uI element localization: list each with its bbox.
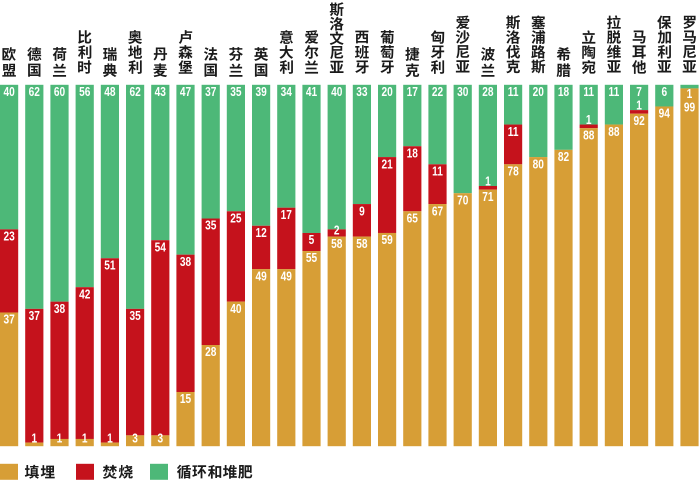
svg-text:34: 34 xyxy=(281,85,293,99)
svg-text:37: 37 xyxy=(3,313,14,327)
svg-text:17: 17 xyxy=(281,208,292,222)
svg-text:11: 11 xyxy=(432,164,443,178)
svg-text:11: 11 xyxy=(609,85,620,99)
svg-text:33: 33 xyxy=(356,85,368,99)
svg-text:35: 35 xyxy=(205,219,217,233)
svg-text:11: 11 xyxy=(583,85,594,99)
svg-text:54: 54 xyxy=(155,240,167,254)
svg-text:99: 99 xyxy=(684,100,696,114)
svg-text:80: 80 xyxy=(533,157,544,171)
svg-text:22: 22 xyxy=(432,85,444,99)
svg-text:37: 37 xyxy=(29,309,40,323)
svg-text:47: 47 xyxy=(180,85,191,99)
svg-text:20: 20 xyxy=(533,85,544,99)
svg-text:20: 20 xyxy=(381,85,392,99)
svg-text:58: 58 xyxy=(356,237,368,251)
svg-text:59: 59 xyxy=(381,233,393,247)
svg-text:18: 18 xyxy=(407,146,419,160)
svg-text:65: 65 xyxy=(407,211,419,225)
svg-text:28: 28 xyxy=(482,85,494,99)
svg-text:1: 1 xyxy=(485,174,491,188)
svg-text:40: 40 xyxy=(230,302,241,316)
svg-text:60: 60 xyxy=(54,85,65,99)
svg-text:12: 12 xyxy=(255,226,267,240)
svg-text:88: 88 xyxy=(583,128,595,142)
svg-text:41: 41 xyxy=(306,85,318,99)
svg-text:51: 51 xyxy=(104,258,116,272)
svg-text:40: 40 xyxy=(331,85,342,99)
svg-text:62: 62 xyxy=(129,85,141,99)
svg-text:1: 1 xyxy=(57,431,63,445)
svg-text:35: 35 xyxy=(129,309,141,323)
svg-text:67: 67 xyxy=(432,204,443,218)
svg-text:23: 23 xyxy=(3,229,15,243)
svg-text:42: 42 xyxy=(79,287,91,301)
svg-text:2: 2 xyxy=(334,223,340,237)
svg-text:28: 28 xyxy=(205,345,217,359)
svg-text:1: 1 xyxy=(687,87,693,101)
svg-text:25: 25 xyxy=(230,211,242,225)
svg-text:3: 3 xyxy=(157,431,163,445)
svg-text:38: 38 xyxy=(180,255,192,269)
svg-text:58: 58 xyxy=(331,237,343,251)
svg-text:37: 37 xyxy=(205,85,216,99)
svg-text:18: 18 xyxy=(558,85,570,99)
svg-text:35: 35 xyxy=(230,85,242,99)
svg-text:70: 70 xyxy=(457,193,468,207)
svg-text:1: 1 xyxy=(586,113,592,127)
svg-text:49: 49 xyxy=(255,269,267,283)
svg-text:92: 92 xyxy=(633,114,645,128)
svg-text:9: 9 xyxy=(359,204,365,218)
svg-text:40: 40 xyxy=(3,85,14,99)
svg-text:82: 82 xyxy=(558,150,570,164)
svg-text:17: 17 xyxy=(407,85,418,99)
svg-text:78: 78 xyxy=(507,164,519,178)
svg-text:43: 43 xyxy=(155,85,167,99)
svg-text:1: 1 xyxy=(31,431,37,445)
svg-text:55: 55 xyxy=(306,251,318,265)
svg-text:1: 1 xyxy=(636,98,642,112)
svg-text:1: 1 xyxy=(82,431,88,445)
svg-text:48: 48 xyxy=(104,85,116,99)
svg-text:88: 88 xyxy=(608,125,620,139)
svg-text:30: 30 xyxy=(457,85,468,99)
svg-text:38: 38 xyxy=(54,302,66,316)
svg-text:11: 11 xyxy=(508,125,519,139)
svg-text:62: 62 xyxy=(29,85,41,99)
svg-text:7: 7 xyxy=(636,85,642,99)
svg-text:15: 15 xyxy=(180,392,192,406)
svg-text:11: 11 xyxy=(508,85,519,99)
svg-text:71: 71 xyxy=(482,190,494,204)
svg-text:49: 49 xyxy=(281,269,293,283)
svg-text:39: 39 xyxy=(255,85,267,99)
svg-text:6: 6 xyxy=(661,85,667,99)
svg-text:5: 5 xyxy=(309,233,315,247)
svg-text:3: 3 xyxy=(132,431,138,445)
svg-text:56: 56 xyxy=(79,85,91,99)
svg-text:94: 94 xyxy=(659,107,671,121)
svg-text:21: 21 xyxy=(381,157,393,171)
svg-text:1: 1 xyxy=(107,431,113,445)
